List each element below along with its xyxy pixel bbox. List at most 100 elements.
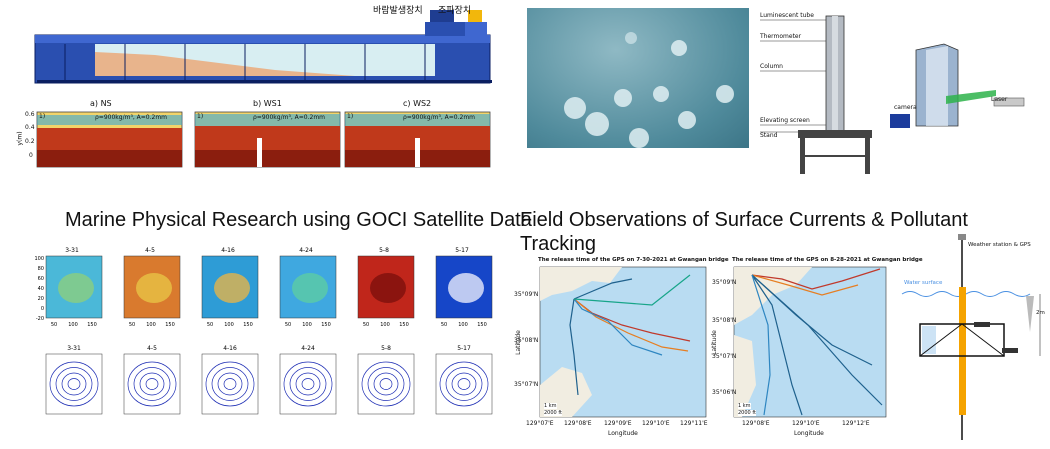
map2-ylabel: Latitude <box>710 330 718 355</box>
wave-generator-label: 조파장치 <box>438 6 472 16</box>
map2-lat-tick: 35°09'N <box>712 279 737 286</box>
goci-eddy <box>448 273 484 303</box>
goci-date-label: 4-5 <box>145 247 155 254</box>
map2-lon-tick: 129°12'E <box>842 420 870 427</box>
map2-lat-tick: 35°07'N <box>712 353 737 360</box>
goci-streamline <box>217 372 243 396</box>
goci-date-label: 3-31 <box>67 345 81 352</box>
goci-x-tick: 50 <box>441 322 447 328</box>
map1-lon-tick: 129°09'E <box>604 420 632 427</box>
label-column: Column <box>760 63 783 70</box>
goci-streamline <box>205 361 255 407</box>
goci-date-label: 4-24 <box>301 345 315 352</box>
depth-label: 2m <box>1036 310 1045 316</box>
map2-xlabel: Longitude <box>794 430 824 437</box>
goci-y-tick: 100 <box>34 256 44 262</box>
goci-x-tick: 150 <box>477 322 487 328</box>
spray-panel-2 <box>194 111 341 168</box>
goci-heading: Marine Physical Research using GOCI Sate… <box>65 209 532 231</box>
goci-x-tick: 50 <box>51 322 57 328</box>
goci-x-tick: 50 <box>129 322 135 328</box>
goci-streamline <box>361 361 411 407</box>
spray-panel-3 <box>344 111 491 168</box>
goci-streamline <box>445 367 483 401</box>
spray-panel-1 <box>36 111 183 168</box>
goci-streamline <box>283 361 333 407</box>
goci-x-tick: 50 <box>207 322 213 328</box>
goci-streamline <box>133 367 171 401</box>
map1-xlabel: Longitude <box>608 430 638 437</box>
map1-lon-tick: 129°07'E <box>526 420 554 427</box>
label-thermometer: Thermometer <box>760 33 802 40</box>
goci-date-label: 5-17 <box>457 345 471 352</box>
panel-index-1: 1) <box>39 113 46 120</box>
goci-y-tick: -20 <box>36 316 44 322</box>
label-stand: Stand <box>760 132 778 139</box>
goci-x-tick: 150 <box>87 322 97 328</box>
goci-eddy <box>370 273 406 303</box>
goci-x-tick: 150 <box>399 322 409 328</box>
goci-x-tick: 150 <box>321 322 331 328</box>
goci-x-tick: 150 <box>243 322 253 328</box>
goci-y-tick: 60 <box>38 276 44 282</box>
goci-vector-panel <box>201 353 259 415</box>
goci-x-tick: 100 <box>380 322 390 328</box>
goci-streamline <box>373 372 399 396</box>
panel-annotation-1: ρ=900kg/m³, A=0.2mm <box>95 114 168 121</box>
goci-streamline <box>451 372 477 396</box>
goci-streamline <box>139 372 165 396</box>
goci-y-tick: 20 <box>38 296 44 302</box>
panel-title-a: a) NS <box>90 99 112 108</box>
map2-scale-km: 1 km <box>738 403 751 409</box>
goci-y-tick: 80 <box>38 266 44 272</box>
map2-lon-tick: 129°08'E <box>742 420 770 427</box>
goci-x-tick: 150 <box>165 322 175 328</box>
map1-title: The release time of the GPS on 7-30-2021… <box>538 257 729 263</box>
gps-map-1: The release time of the GPS on 7-30-2021… <box>512 255 729 440</box>
goci-y-tick: 0 <box>41 306 44 312</box>
flume-y-tick: 0.6 <box>25 111 35 118</box>
goci-figure: 3-31 3-31 4-5 4-5 4-16 4-16 4-24 4-24 5-8 5-8 5-17… <box>28 242 498 442</box>
map1-lon-tick: 129°08'E <box>564 420 592 427</box>
map2-lon-tick: 129°10'E <box>792 420 820 427</box>
field-heading-line1: Field Observations of Surface Currents &… <box>520 209 968 231</box>
goci-x-tick: 50 <box>363 322 369 328</box>
goci-x-tick: 100 <box>68 322 78 328</box>
goci-vector-panel <box>357 353 415 415</box>
map1-lat-tick: 35°08'N <box>514 337 539 344</box>
goci-x-tick: 100 <box>146 322 156 328</box>
wind-generator-label: 바람발생장치 <box>373 6 423 16</box>
goci-eddy <box>214 273 250 303</box>
label-luminescent-tube: Luminescent tube <box>760 12 814 19</box>
goci-vector-panel <box>123 353 181 415</box>
goci-vector-panel <box>279 353 337 415</box>
drifter-diagram: Weather station & GPS Water surface 2m <box>898 232 1048 444</box>
goci-streamline <box>49 361 99 407</box>
map1-scale-ft: 2000 ft <box>544 410 562 416</box>
goci-streamline <box>379 378 393 390</box>
goci-streamline <box>367 367 405 401</box>
goci-streamline <box>289 367 327 401</box>
goci-streamline <box>439 361 489 407</box>
goci-streamline <box>127 361 177 407</box>
goci-eddy <box>292 273 328 303</box>
laser-setup-diagram: camera Laser <box>886 40 1034 136</box>
goci-eddy <box>136 273 172 303</box>
column-diagram: Luminescent tube Thermometer Column Elev… <box>758 8 878 176</box>
goci-x-tick: 100 <box>302 322 312 328</box>
map2-lat-tick: 35°06'N <box>712 389 737 396</box>
goci-y-tick: 40 <box>38 286 44 292</box>
flume-tank <box>34 10 492 84</box>
field-heading-line2: Tracking <box>520 233 596 255</box>
goci-date-label: 5-8 <box>379 247 389 254</box>
goci-x-tick: 100 <box>458 322 468 328</box>
goci-streamline <box>223 378 237 390</box>
goci-streamline <box>145 378 159 390</box>
goci-streamline <box>457 378 471 390</box>
goci-streamline <box>211 367 249 401</box>
flume-figure: 바람발생장치 조파장치 a) NS b) WS1 c) WS2 1) 1) 1)… <box>17 0 510 180</box>
goci-date-label: 4-16 <box>221 247 235 254</box>
camera-label: camera <box>894 104 917 111</box>
goci-streamline <box>301 378 315 390</box>
panel-title-b: b) WS1 <box>253 99 282 108</box>
